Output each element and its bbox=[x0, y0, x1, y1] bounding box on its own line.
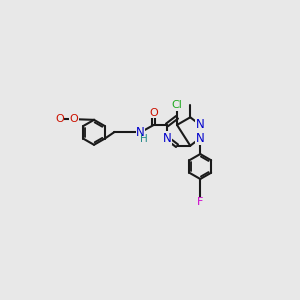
Text: Cl: Cl bbox=[172, 100, 182, 110]
Text: O: O bbox=[70, 114, 78, 124]
Text: H: H bbox=[140, 134, 147, 144]
Text: F: F bbox=[197, 197, 203, 207]
Text: O: O bbox=[55, 114, 64, 124]
Text: O: O bbox=[149, 108, 158, 118]
Text: N: N bbox=[196, 118, 205, 131]
Text: O: O bbox=[70, 114, 78, 124]
Text: N: N bbox=[136, 126, 145, 139]
Text: N: N bbox=[196, 132, 205, 145]
Text: N: N bbox=[163, 132, 171, 145]
